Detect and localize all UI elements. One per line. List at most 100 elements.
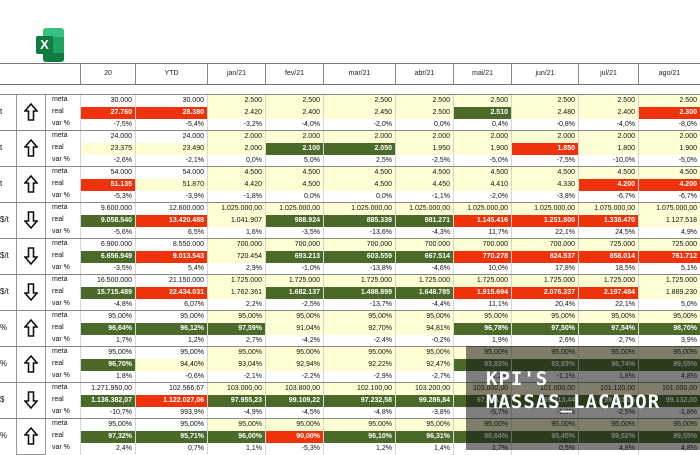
var-cell[interactable]: -4,8% xyxy=(80,299,135,311)
real-cell[interactable]: 1.915.694 xyxy=(453,287,511,299)
meta-cell[interactable]: 95,00% xyxy=(453,311,511,323)
var-cell[interactable]: 1,6% xyxy=(207,227,265,239)
var-cell[interactable]: -13,6% xyxy=(323,227,395,239)
meta-cell[interactable]: 95,00% xyxy=(80,347,135,359)
column-header[interactable]: mar/21 xyxy=(323,64,395,84)
real-cell[interactable]: 667.514 xyxy=(395,251,453,263)
var-cell[interactable]: -2,7% xyxy=(395,371,453,383)
meta-cell[interactable]: 1.025.000,00 xyxy=(453,203,511,215)
meta-cell[interactable]: 2.500 xyxy=(578,95,638,107)
meta-cell[interactable]: 1.725.000 xyxy=(207,275,265,287)
var-cell[interactable]: 2,4% xyxy=(80,443,135,455)
var-cell[interactable]: -5,3% xyxy=(80,191,135,203)
meta-cell[interactable]: 2.500 xyxy=(453,95,511,107)
real-cell[interactable]: 15.715.489 xyxy=(80,287,135,299)
meta-cell[interactable]: 6.900.000 xyxy=(80,239,135,251)
var-cell[interactable]: 993,9% xyxy=(135,407,207,419)
real-cell[interactable]: 92,22% xyxy=(323,359,395,371)
var-cell[interactable]: -4,2% xyxy=(265,335,323,347)
meta-cell[interactable]: 700.000 xyxy=(323,239,395,251)
real-cell[interactable]: 4.500 xyxy=(265,179,323,191)
meta-cell[interactable]: 1.025.000,00 xyxy=(511,203,578,215)
var-cell[interactable]: 4,9% xyxy=(638,227,700,239)
real-cell[interactable]: 98,70% xyxy=(638,323,700,335)
var-cell[interactable]: 1,8% xyxy=(80,371,135,383)
meta-cell[interactable]: 95,00% xyxy=(323,347,395,359)
var-cell[interactable]: -3,5% xyxy=(265,227,323,239)
meta-cell[interactable]: 2.000 xyxy=(207,131,265,143)
real-cell[interactable]: 96,64% xyxy=(80,323,135,335)
meta-cell[interactable]: 2.500 xyxy=(265,95,323,107)
meta-cell[interactable]: 4.500 xyxy=(323,167,395,179)
real-cell[interactable]: 885.339 xyxy=(323,215,395,227)
real-cell[interactable]: 988.924 xyxy=(265,215,323,227)
var-cell[interactable]: -7,5% xyxy=(80,119,135,131)
var-cell[interactable]: -13,8% xyxy=(323,263,395,275)
real-cell[interactable]: 9.058.540 xyxy=(80,215,135,227)
meta-cell[interactable]: 16.500.000 xyxy=(80,275,135,287)
real-cell[interactable]: 1.682.137 xyxy=(265,287,323,299)
meta-cell[interactable]: 2.000 xyxy=(265,131,323,143)
var-cell[interactable]: -3,2% xyxy=(207,119,265,131)
meta-cell[interactable]: 700.000 xyxy=(265,239,323,251)
meta-cell[interactable]: 4.500 xyxy=(638,167,700,179)
real-cell[interactable]: 693.213 xyxy=(265,251,323,263)
real-cell[interactable]: 96,00% xyxy=(207,431,265,443)
var-cell[interactable]: -4,3% xyxy=(395,227,453,239)
meta-cell[interactable]: 95,00% xyxy=(80,419,135,431)
real-cell[interactable]: 981.271 xyxy=(395,215,453,227)
var-cell[interactable]: 5,4% xyxy=(135,263,207,275)
column-header[interactable]: mai/21 xyxy=(453,64,511,84)
meta-cell[interactable]: 1.025.000,00 xyxy=(395,203,453,215)
var-cell[interactable]: 10,0% xyxy=(453,263,511,275)
real-cell[interactable]: 2.480 xyxy=(511,107,578,119)
real-cell[interactable]: 1.488.899 xyxy=(323,287,395,299)
var-cell[interactable]: 2,6% xyxy=(511,335,578,347)
var-cell[interactable]: -2,0% xyxy=(453,191,511,203)
meta-cell[interactable]: 2.000 xyxy=(323,131,395,143)
real-cell[interactable]: 4.450 xyxy=(395,179,453,191)
meta-cell[interactable]: 725.000 xyxy=(638,239,700,251)
real-cell[interactable]: 603.559 xyxy=(323,251,395,263)
meta-cell[interactable]: 103.200,00 xyxy=(395,383,453,395)
var-cell[interactable]: -2,1% xyxy=(135,155,207,167)
meta-cell[interactable]: 2.000 xyxy=(395,131,453,143)
meta-cell[interactable]: 1.025.000,00 xyxy=(323,203,395,215)
real-cell[interactable]: 4.500 xyxy=(323,179,395,191)
meta-cell[interactable]: 725.000 xyxy=(578,239,638,251)
var-cell[interactable]: 2,5% xyxy=(323,155,395,167)
var-cell[interactable]: -7,5% xyxy=(511,155,578,167)
var-cell[interactable]: -8,0% xyxy=(638,119,700,131)
meta-cell[interactable]: 95,00% xyxy=(323,311,395,323)
var-cell[interactable]: -10,0% xyxy=(578,155,638,167)
meta-cell[interactable]: 30.000 xyxy=(135,95,207,107)
meta-cell[interactable]: 95,00% xyxy=(135,311,207,323)
column-header[interactable]: jun/21 xyxy=(511,64,578,84)
var-cell[interactable]: -5,3% xyxy=(265,443,323,455)
var-cell[interactable]: -3,9% xyxy=(135,191,207,203)
var-cell[interactable]: -4,4% xyxy=(395,299,453,311)
real-cell[interactable]: 96,10% xyxy=(323,431,395,443)
var-cell[interactable]: 1,1% xyxy=(207,443,265,455)
column-header[interactable]: YTD xyxy=(135,64,207,84)
var-cell[interactable]: 2,2% xyxy=(207,299,265,311)
real-cell[interactable]: 1.900 xyxy=(453,143,511,155)
meta-cell[interactable]: 4.500 xyxy=(395,167,453,179)
real-cell[interactable]: 2.400 xyxy=(578,107,638,119)
real-cell[interactable]: 97.232,58 xyxy=(323,395,395,407)
var-cell[interactable]: 5,1% xyxy=(638,263,700,275)
real-cell[interactable]: 99.286,84 xyxy=(395,395,453,407)
var-cell[interactable]: 1,9% xyxy=(453,335,511,347)
meta-cell[interactable]: 700.000 xyxy=(511,239,578,251)
real-cell[interactable]: 28.380 xyxy=(135,107,207,119)
real-cell[interactable]: 96,31% xyxy=(395,431,453,443)
var-cell[interactable]: 1,2% xyxy=(323,443,395,455)
var-cell[interactable]: 17,8% xyxy=(511,263,578,275)
var-cell[interactable]: 0,4% xyxy=(453,119,511,131)
var-cell[interactable]: -2,5% xyxy=(265,299,323,311)
meta-cell[interactable]: 54.000 xyxy=(80,167,135,179)
var-cell[interactable]: 11,1% xyxy=(453,299,511,311)
meta-cell[interactable]: 1.725.000 xyxy=(578,275,638,287)
meta-cell[interactable]: 1.075.000,00 xyxy=(638,203,700,215)
meta-cell[interactable]: 1.725.000 xyxy=(511,275,578,287)
